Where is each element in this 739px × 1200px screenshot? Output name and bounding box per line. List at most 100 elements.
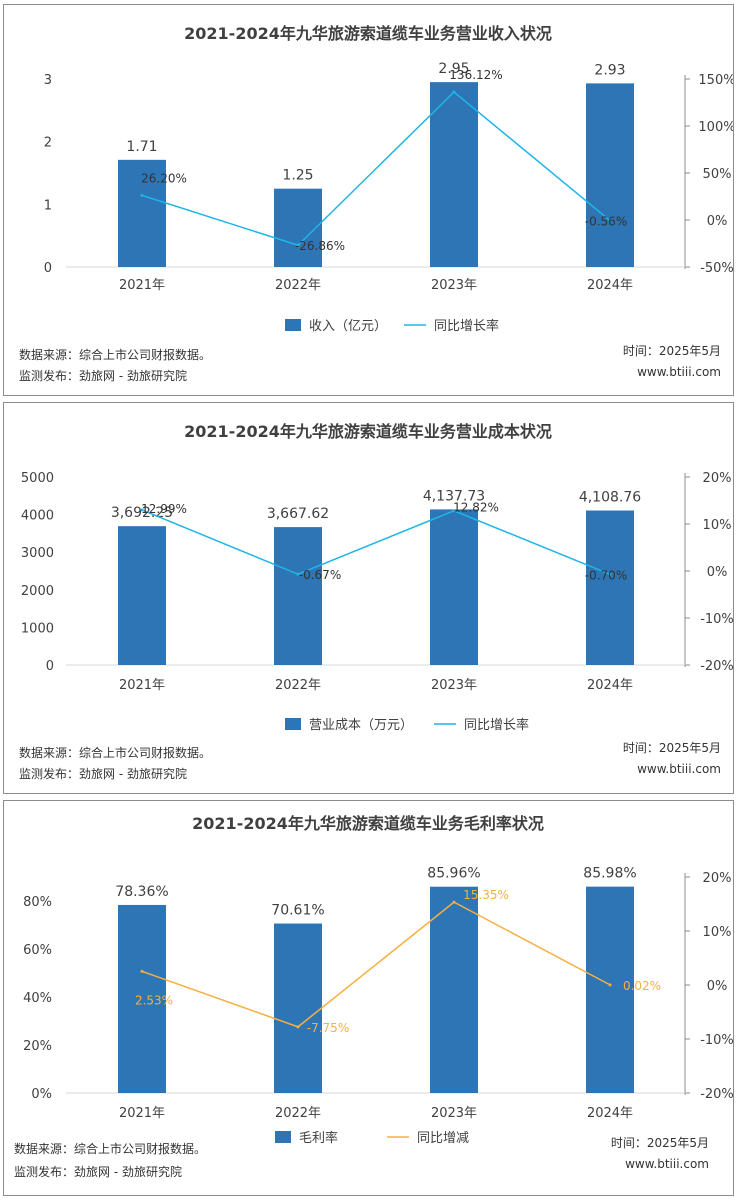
bar-value-label: 2.93 (594, 62, 625, 78)
x-axis-tick-label: 2022年 (275, 678, 321, 693)
secondary-y-axis-tick-label: 10% (703, 925, 732, 940)
secondary-y-axis-tick-label: 100% (698, 120, 733, 135)
footer-site: www.btiii.com (637, 762, 721, 776)
growth-point (608, 219, 612, 223)
growth-point (608, 572, 612, 576)
secondary-y-axis-tick-label: 0% (707, 979, 728, 994)
x-axis-tick-label: 2023年 (431, 1106, 477, 1121)
bar-value-label: 70.61% (271, 903, 324, 919)
y-axis-tick-label: 3000 (21, 546, 54, 561)
x-axis-tick-label: 2024年 (587, 278, 633, 293)
y-axis-tick-label: 0 (46, 659, 54, 674)
x-axis-tick-label: 2024年 (587, 1106, 633, 1121)
legend-line-label: 同比增减 (417, 1131, 469, 1146)
legend-line-label: 同比增长率 (434, 318, 499, 334)
cost-chart: 2021-2024年九华旅游索道缆车业务营业成本状况 0 1000 2000 3000 4… (21, 422, 733, 733)
growth-line (141, 509, 611, 575)
growth-point (296, 1025, 300, 1029)
legend-bar-swatch (275, 1131, 291, 1143)
margin-chart-panel: 2021-2024年九华旅游索道缆车业务毛利率状况 0% 20% 40% 60% 80% -… (3, 800, 734, 1196)
y-axis-tick-label: 80% (23, 895, 52, 910)
y-axis-tick-label: 0% (31, 1087, 52, 1102)
growth-value-label: 12.99% (141, 502, 187, 516)
secondary-y-axis-tick-label: 10% (703, 518, 732, 533)
growth-value-label: -0.56% (585, 215, 627, 229)
growth-value-label: 136.12% (449, 68, 502, 82)
bar-value-label: 78.36% (115, 884, 168, 900)
legend-bar-label: 毛利率 (299, 1130, 338, 1146)
growth-point (608, 983, 612, 987)
legend-line-label: 同比增长率 (464, 717, 529, 733)
secondary-y-axis-tick-label: 0% (707, 565, 728, 580)
footer-publisher: 监测发布：劲旅网 - 劲旅研究院 (14, 1165, 182, 1179)
bar (586, 83, 634, 268)
bar-value-label: 4,137.73 (423, 488, 485, 504)
growth-line (141, 91, 611, 247)
footer-site: www.btiii.com (625, 1157, 709, 1171)
growth-value-label: -0.67% (299, 568, 341, 582)
bar-value-label: 4,108.76 (579, 490, 641, 506)
bar (586, 510, 634, 665)
y-axis-tick-label: 60% (23, 943, 52, 958)
x-axis-tick-label: 2021年 (119, 1106, 165, 1121)
footer-time: 时间：2025年5月 (610, 1136, 709, 1150)
bar-value-label: 3,667.62 (267, 506, 329, 522)
growth-value-label: -7.75% (307, 1021, 349, 1035)
bar (118, 159, 166, 267)
secondary-y-axis-tick-label: 50% (703, 167, 732, 182)
bar (430, 509, 478, 665)
footer-source: 数据来源：综合上市公司财报数据。 (19, 746, 212, 760)
growth-point (140, 969, 144, 973)
cost-chart-panel: 2021-2024年九华旅游索道缆车业务营业成本状况 0 1000 2000 3000 4… (3, 402, 734, 794)
growth-value-label: 15.35% (463, 888, 509, 902)
secondary-y-axis-tick-label: 20% (703, 471, 732, 486)
x-axis-tick-label: 2021年 (119, 278, 165, 293)
chart-title: 2021-2024年九华旅游索道缆车业务毛利率状况 (192, 814, 544, 833)
secondary-y-axis-tick-label: -50% (700, 261, 733, 276)
bar-value-label: 85.98% (583, 866, 636, 882)
footer-time: 时间：2025年5月 (622, 344, 721, 358)
x-axis-tick-label: 2022年 (275, 278, 321, 293)
y-axis-tick-label: 0 (44, 261, 52, 276)
x-axis-tick-label: 2021年 (119, 678, 165, 693)
revenue-chart-panel: 2021-2024年九华旅游索道缆车业务营业收入状况 0 1 2 3 -50% 0% 50% 1… (3, 4, 734, 396)
growth-value-label: 0.02% (623, 979, 661, 993)
growth-value-label: -0.70% (585, 568, 627, 582)
bar (118, 904, 166, 1093)
y-axis-tick-label: 2000 (21, 584, 54, 599)
growth-value-label: 12.82% (453, 501, 499, 515)
secondary-y-axis-tick-label: 150% (698, 73, 733, 88)
bar (274, 527, 322, 665)
secondary-y-axis-tick-label: -20% (700, 659, 733, 674)
secondary-y-axis-tick-label: -10% (700, 1033, 733, 1048)
growth-value-label: 2.53% (135, 993, 173, 1007)
growth-point (452, 900, 456, 904)
growth-point (452, 509, 456, 513)
x-axis-tick-label: 2023年 (431, 678, 477, 693)
bar (430, 82, 478, 267)
y-axis-tick-label: 40% (23, 991, 52, 1006)
footer-time: 时间：2025年5月 (622, 741, 721, 755)
growth-point (452, 90, 456, 94)
bar (586, 886, 634, 1093)
bar-value-label: 85.96% (427, 866, 480, 882)
y-axis-tick-label: 1 (44, 198, 52, 213)
growth-point (296, 243, 300, 247)
chart-title: 2021-2024年九华旅游索道缆车业务营业收入状况 (184, 24, 552, 43)
legend-bar-label: 营业成本（万元） (309, 718, 413, 733)
secondary-y-axis-tick-label: -20% (700, 1087, 733, 1102)
footer-source: 数据来源：综合上市公司财报数据。 (19, 348, 212, 362)
bar-value-label: 1.71 (126, 139, 157, 155)
bar-value-label: 2.95 (438, 61, 469, 77)
chart-title: 2021-2024年九华旅游索道缆车业务营业成本状况 (184, 422, 552, 441)
secondary-y-axis-tick-label: 20% (703, 871, 732, 886)
bar (430, 886, 478, 1093)
y-axis-tick-label: 4000 (21, 509, 54, 524)
x-axis-tick-label: 2023年 (431, 278, 477, 293)
y-axis-tick-label: 20% (23, 1039, 52, 1054)
y-axis-tick-label: 1000 (21, 621, 54, 636)
y-axis-tick-label: 5000 (21, 471, 54, 486)
bar-value-label: 1.25 (282, 168, 313, 184)
legend-bar-swatch (285, 319, 301, 331)
bar (274, 188, 322, 267)
